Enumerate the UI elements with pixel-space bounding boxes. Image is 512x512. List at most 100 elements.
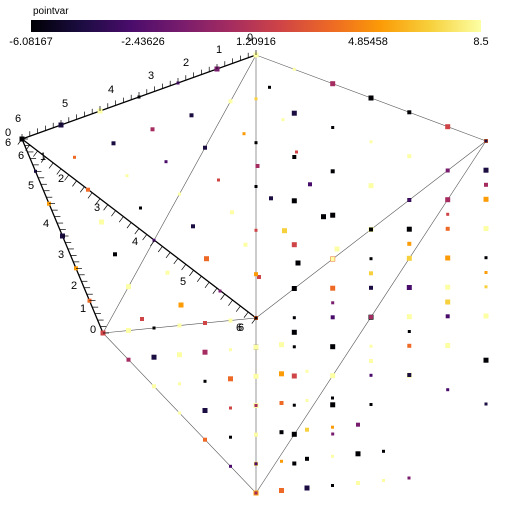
data-point [177, 352, 182, 358]
data-point [139, 206, 142, 210]
data-point [484, 182, 488, 187]
axis-tick-label: 2 [183, 57, 189, 69]
data-point [305, 456, 309, 461]
data-point [254, 185, 258, 188]
colorbar-tick-label: 4.85458 [348, 36, 388, 48]
data-point [330, 212, 336, 218]
data-point [254, 432, 258, 437]
data-point [140, 317, 144, 321]
axis-tick [95, 198, 101, 205]
data-point [407, 343, 412, 348]
data-point [484, 139, 488, 143]
data-point [291, 110, 297, 116]
data-point [292, 67, 296, 71]
data-point [150, 127, 155, 132]
data-point [356, 422, 360, 427]
data-point [382, 449, 385, 453]
colorbar-tick-label: -2.43626 [121, 36, 165, 48]
data-point [305, 369, 309, 373]
data-point [331, 126, 335, 129]
data-point [203, 379, 207, 383]
axis-tick [64, 174, 70, 181]
data-point [369, 403, 373, 406]
data-point [228, 99, 233, 104]
data-point [445, 299, 451, 305]
data-point [483, 313, 489, 319]
axis-tick [25, 144, 31, 151]
data-point [73, 155, 76, 159]
data-point [281, 118, 285, 122]
data-point [446, 212, 450, 216]
data-point [269, 196, 273, 201]
data-point [331, 432, 335, 436]
data-point [152, 326, 156, 330]
data-point [445, 197, 451, 203]
axis-tick-label: 3 [148, 70, 154, 82]
axis-tick [40, 156, 46, 163]
data-point [279, 371, 284, 377]
data-point [268, 85, 271, 89]
data-point [111, 141, 116, 146]
data-point [304, 485, 310, 491]
data-point [292, 316, 296, 320]
axis-tick [173, 258, 179, 265]
data-point [369, 140, 373, 144]
data-point [484, 285, 488, 289]
data-point [229, 435, 232, 439]
data-point [331, 425, 334, 429]
axis-tick [157, 246, 163, 253]
data-point [407, 330, 411, 333]
axis-tick-label: 0 [5, 127, 11, 139]
data-point [292, 287, 296, 290]
axis-tick-label: 3 [58, 249, 64, 261]
data-point [356, 481, 360, 485]
data-point [369, 315, 373, 319]
data-point [331, 345, 335, 348]
axis-tick [103, 204, 109, 211]
axis-tick [87, 192, 93, 199]
data-point [204, 256, 209, 262]
axis-tick-label: 1 [216, 44, 222, 56]
colorbar-tick-label: 1.20916 [236, 36, 276, 48]
axis-tick [134, 228, 140, 235]
axis-tick [251, 317, 257, 324]
data-point [254, 141, 258, 145]
data-point [406, 285, 412, 290]
axis-tick [72, 180, 77, 187]
data-point [295, 260, 301, 266]
colorbar-tick-label: -6.08167 [9, 36, 53, 48]
data-point [202, 408, 208, 413]
data-point [406, 226, 412, 232]
axis-tick-label: 6 [236, 322, 242, 334]
axis-tick-label: 3 [94, 202, 100, 214]
data-point [407, 476, 411, 480]
axis-tick [56, 168, 62, 175]
axis-tick-label: 2 [58, 173, 64, 185]
data-point [321, 214, 326, 220]
axis-tick-label: 0 [247, 32, 253, 44]
data-point [446, 388, 450, 392]
data-point [126, 284, 131, 290]
axis-tick [118, 216, 124, 223]
data-point [331, 301, 335, 305]
data-point [305, 399, 309, 402]
data-point [484, 402, 488, 406]
axis-tick [126, 222, 132, 229]
data-point [369, 257, 373, 261]
data-point [203, 437, 207, 442]
data-point [189, 113, 194, 118]
data-point [308, 182, 312, 187]
axis-tick [235, 305, 241, 312]
data-point [253, 344, 259, 350]
data-point [291, 329, 297, 335]
data-point [254, 374, 258, 378]
axis-tick-label: 4 [132, 236, 138, 248]
data-point [330, 81, 336, 87]
axis-tick [48, 162, 54, 169]
axis-tick-label: 5 [28, 180, 34, 192]
axis-tick-label: 5 [62, 98, 68, 110]
data-point [407, 241, 412, 246]
axis-tick [196, 276, 202, 283]
